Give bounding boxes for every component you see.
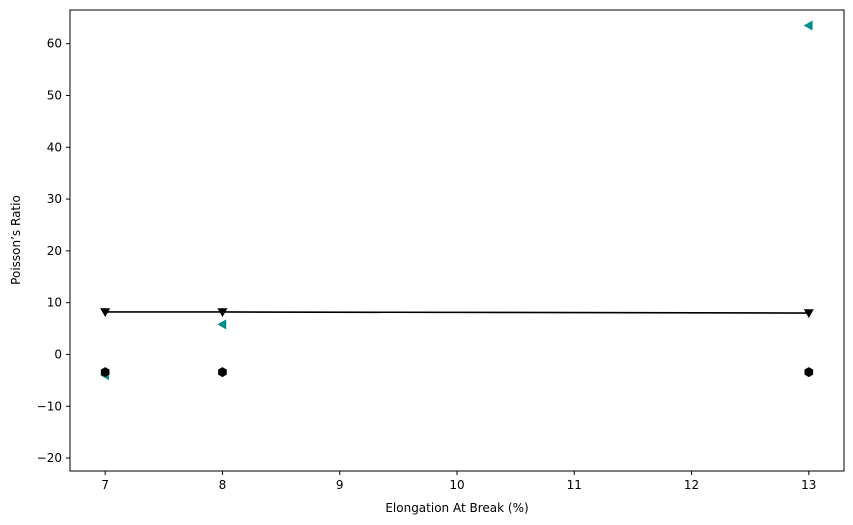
y-tick-label: 60 [47,37,62,51]
y-tick-label: 0 [54,347,62,361]
x-tick-label: 7 [101,478,109,492]
axes: 7 8 9 10 11 12 13 −20 −10 0 10 20 30 40 50 60 [37,37,817,492]
x-tick-label: 12 [684,478,699,492]
plot-area [70,10,844,471]
x-axis-title: Elongation At Break (%) [385,501,528,515]
x-tick-label: 13 [801,478,816,492]
y-axis-title: Poisson’s Ratio [9,195,23,285]
y-tick-label: 40 [47,140,62,154]
y-tick-label: 30 [47,192,62,206]
data-point-triangle-down [803,309,814,319]
data-point-triangle-down [100,308,111,317]
x-tick-label: 9 [336,478,344,492]
x-tick-label: 11 [567,478,582,492]
plot-frame [69,9,845,472]
y-tick-label: −10 [37,399,62,413]
chart-marks [100,20,814,381]
data-point-triangle-left [803,20,813,31]
y-tick-label: 10 [47,296,62,310]
data-point-hexagon [804,367,814,378]
x-tick-label: 10 [449,478,464,492]
data-point-triangle-left [217,319,227,330]
data-point-hexagon [218,367,227,378]
y-tick-label: 50 [47,88,62,102]
x-tick-label: 8 [219,478,227,492]
data-point-hexagon [100,367,110,378]
y-tick-label: −20 [37,451,62,465]
data-point-triangle-down [217,308,228,317]
y-tick-label: 20 [47,244,62,258]
